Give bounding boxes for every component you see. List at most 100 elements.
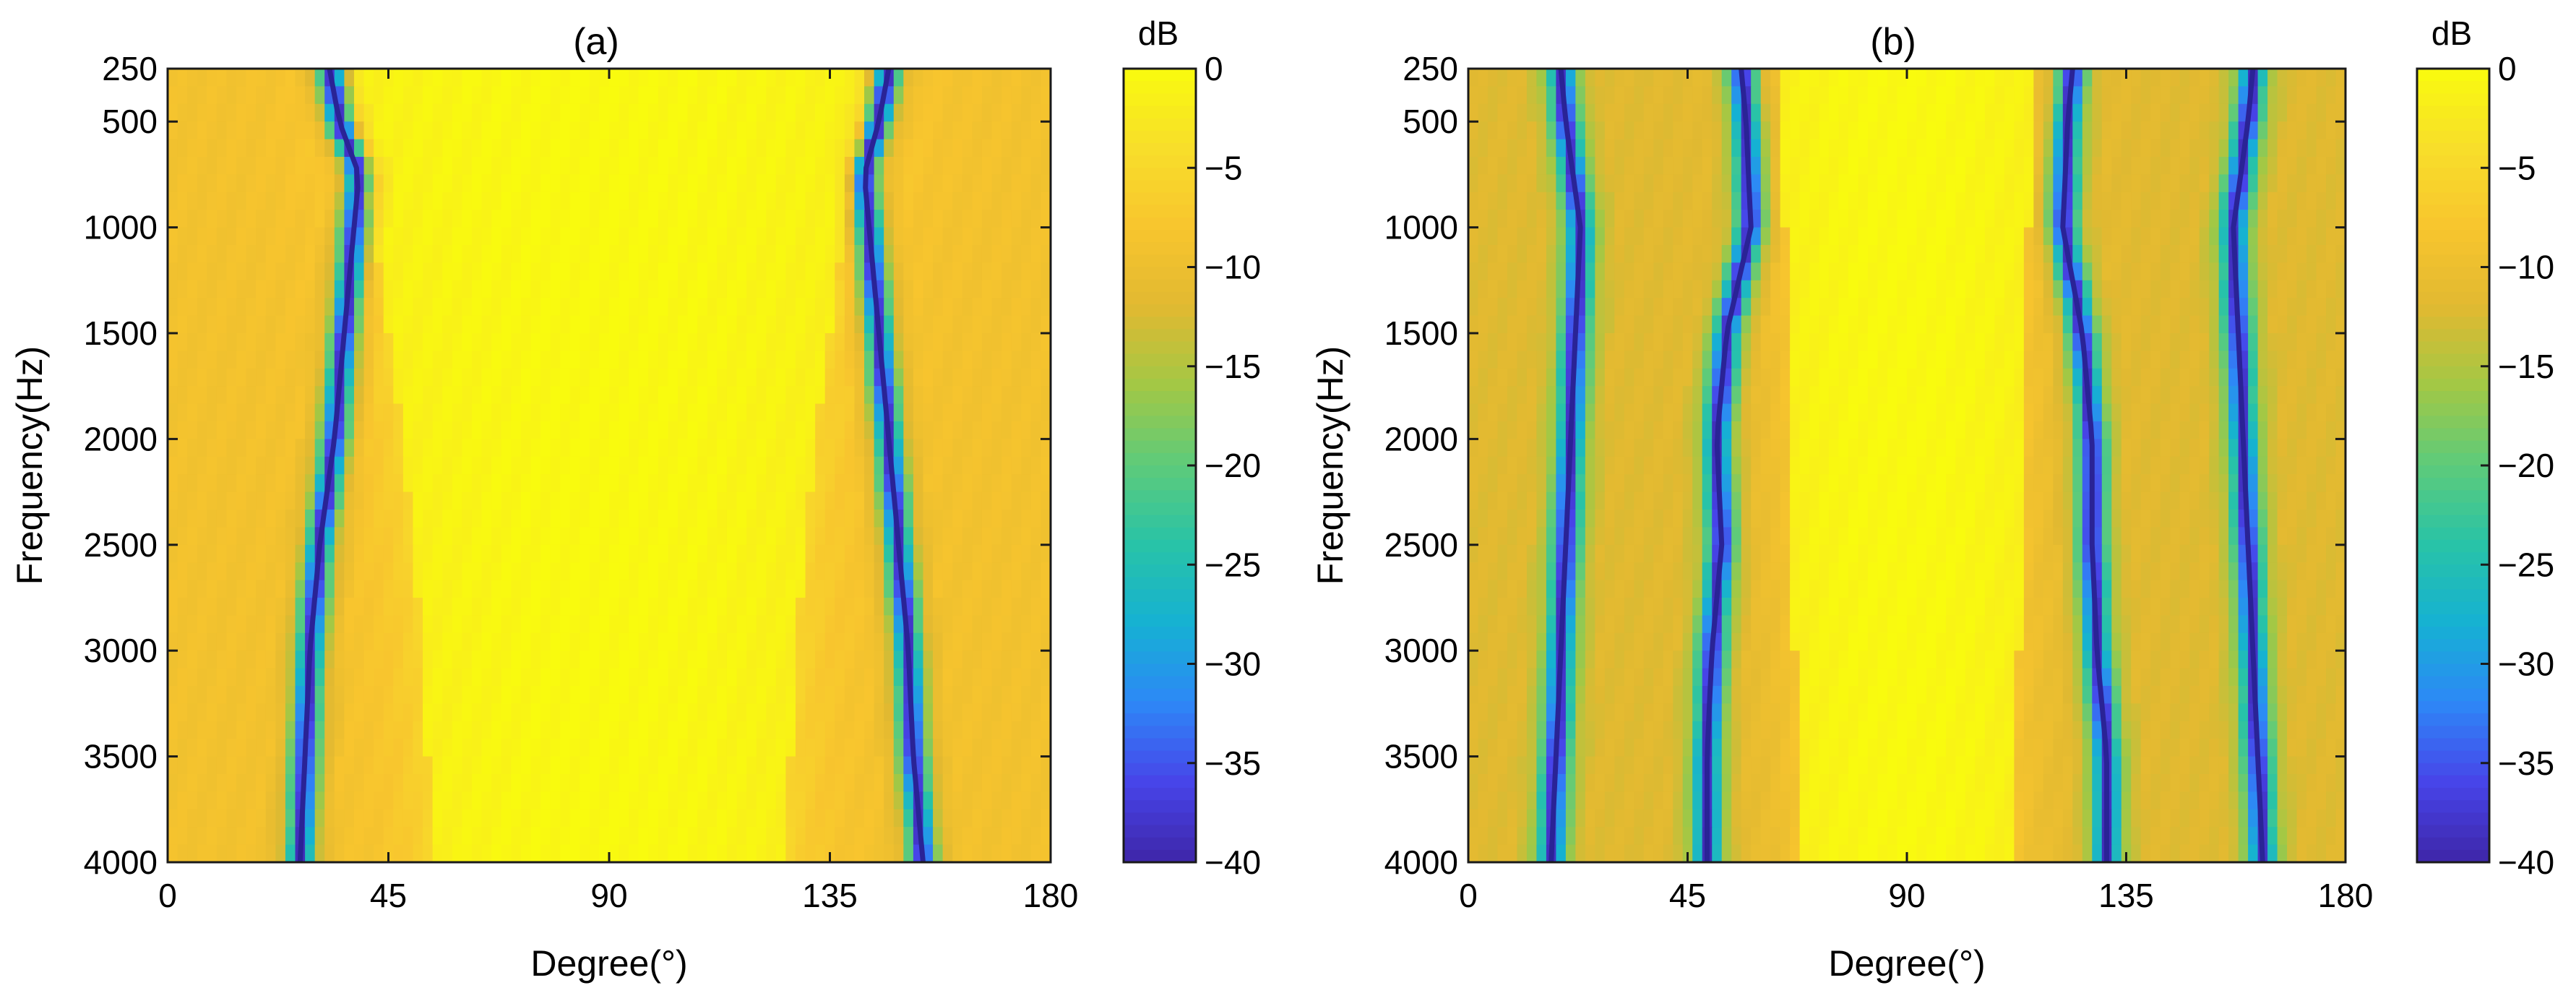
heatmap-cell bbox=[530, 492, 540, 510]
heatmap-cell bbox=[236, 598, 246, 616]
heatmap-cell bbox=[688, 121, 698, 139]
heatmap-cell bbox=[551, 703, 561, 721]
heatmap-cell bbox=[384, 492, 394, 510]
heatmap-cell bbox=[962, 457, 973, 475]
heatmap-cell bbox=[599, 598, 609, 616]
heatmap-cell bbox=[551, 510, 561, 528]
heatmap-cell bbox=[2150, 69, 2161, 87]
heatmap-cell bbox=[1994, 157, 2004, 175]
heatmap-cell bbox=[296, 510, 306, 528]
heatmap-cell bbox=[688, 439, 698, 457]
heatmap-cell bbox=[864, 457, 874, 475]
heatmap-cell bbox=[511, 527, 521, 545]
heatmap-cell bbox=[835, 369, 845, 387]
heatmap-cell bbox=[296, 139, 306, 158]
heatmap-cell bbox=[806, 774, 816, 792]
heatmap-cell bbox=[776, 316, 786, 334]
heatmap-cell bbox=[972, 404, 982, 422]
heatmap-cell bbox=[226, 439, 236, 457]
heatmap-cell bbox=[757, 298, 767, 316]
heatmap-cell bbox=[864, 686, 874, 704]
heatmap-cell bbox=[324, 703, 335, 721]
heatmap-cell bbox=[903, 121, 913, 139]
heatmap-cell bbox=[580, 386, 590, 404]
heatmap-cell bbox=[2072, 139, 2082, 158]
heatmap-cell bbox=[530, 650, 540, 669]
heatmap-cell bbox=[864, 298, 874, 316]
heatmap-cell bbox=[962, 421, 973, 439]
heatmap-cell bbox=[815, 298, 825, 316]
heatmap-cell bbox=[688, 809, 698, 828]
heatmap-cell bbox=[952, 510, 962, 528]
heatmap-cell bbox=[599, 545, 609, 563]
heatmap-cell bbox=[825, 86, 835, 104]
heatmap-cell bbox=[217, 686, 227, 704]
heatmap-cell bbox=[815, 739, 825, 757]
heatmap-cell bbox=[962, 104, 973, 122]
heatmap-cell bbox=[1722, 139, 1732, 158]
heatmap-cell bbox=[757, 245, 767, 263]
heatmap-cell bbox=[2278, 104, 2288, 122]
heatmap-cell bbox=[619, 457, 629, 475]
heatmap-cell bbox=[442, 228, 452, 246]
heatmap-cell bbox=[825, 192, 835, 210]
heatmap-cell bbox=[785, 439, 796, 457]
heatmap-cell bbox=[285, 669, 296, 687]
heatmap-cell bbox=[521, 492, 531, 510]
heatmap-cell bbox=[835, 650, 845, 669]
heatmap-cell bbox=[344, 192, 354, 210]
heatmap-cell bbox=[560, 615, 570, 633]
heatmap-cell bbox=[511, 262, 521, 280]
heatmap-cell bbox=[1926, 104, 1937, 122]
heatmap-cell bbox=[374, 633, 384, 651]
heatmap-cell bbox=[1829, 121, 1839, 139]
heatmap-cell bbox=[737, 210, 747, 228]
heatmap-cell bbox=[796, 633, 806, 651]
heatmap-cell bbox=[746, 139, 757, 158]
heatmap-cell bbox=[384, 527, 394, 545]
heatmap-cell bbox=[737, 139, 747, 158]
heatmap-cell bbox=[933, 333, 943, 351]
heatmap-cell bbox=[943, 774, 953, 792]
heatmap-cell bbox=[491, 174, 501, 192]
heatmap-cell bbox=[442, 510, 452, 528]
heatmap-cell bbox=[207, 280, 217, 298]
heatmap-cell bbox=[187, 439, 197, 457]
heatmap-cell bbox=[757, 757, 767, 775]
heatmap-cell bbox=[1780, 69, 1791, 87]
heatmap-cell bbox=[1021, 580, 1031, 598]
heatmap-cell bbox=[845, 562, 855, 580]
heatmap-cell bbox=[1527, 210, 1537, 228]
heatmap-cell bbox=[521, 121, 531, 139]
heatmap-cell bbox=[462, 351, 472, 369]
heatmap-cell bbox=[2258, 121, 2268, 139]
heatmap-cell bbox=[217, 369, 227, 387]
heatmap-cell bbox=[1614, 86, 1624, 104]
heatmap-cell bbox=[305, 492, 315, 510]
heatmap-cell bbox=[1527, 86, 1537, 104]
heatmap-cell bbox=[481, 210, 491, 228]
heatmap-cell bbox=[433, 192, 443, 210]
heatmap-cell bbox=[884, 104, 894, 122]
heatmap-cell bbox=[305, 139, 315, 158]
heatmap-cell bbox=[923, 457, 933, 475]
heatmap-cell bbox=[1848, 86, 1858, 104]
heatmap-cell bbox=[2267, 157, 2278, 175]
heatmap-cell bbox=[354, 757, 364, 775]
heatmap-cell bbox=[688, 280, 698, 298]
heatmap-cell bbox=[207, 457, 217, 475]
heatmap-cell bbox=[2043, 86, 2054, 104]
heatmap-cell bbox=[580, 316, 590, 334]
heatmap-cell bbox=[560, 809, 570, 828]
heatmap-cell bbox=[688, 192, 698, 210]
heatmap-cell bbox=[266, 791, 276, 809]
heatmap-cell bbox=[874, 650, 884, 669]
heatmap-cell bbox=[923, 157, 933, 175]
heatmap-cell bbox=[570, 650, 580, 669]
heatmap-cell bbox=[266, 545, 276, 563]
heatmap-cell bbox=[688, 474, 698, 492]
heatmap-cell bbox=[639, 598, 649, 616]
heatmap-cell bbox=[590, 298, 600, 316]
heatmap-cell bbox=[1712, 121, 1722, 139]
heatmap-cell bbox=[943, 192, 953, 210]
